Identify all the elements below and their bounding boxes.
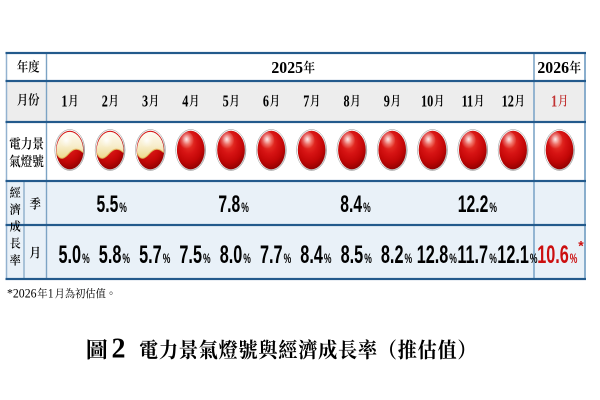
svg-text:8.4: 8.4 bbox=[300, 242, 323, 269]
svg-text:%: % bbox=[241, 200, 249, 215]
svg-text:1: 1 bbox=[61, 91, 67, 110]
svg-text:2: 2 bbox=[112, 334, 126, 365]
svg-text:%: % bbox=[363, 200, 371, 215]
svg-text:5: 5 bbox=[223, 91, 229, 110]
svg-text:%: % bbox=[119, 200, 127, 215]
svg-text:7.8: 7.8 bbox=[218, 191, 240, 218]
svg-text:%: % bbox=[203, 251, 211, 266]
svg-text:11.7: 11.7 bbox=[457, 242, 488, 269]
svg-text:%: % bbox=[163, 251, 171, 266]
svg-text:8.4: 8.4 bbox=[340, 191, 362, 218]
svg-text:5.7: 5.7 bbox=[139, 242, 162, 269]
svg-text:%: % bbox=[364, 251, 372, 266]
svg-text:10: 10 bbox=[421, 91, 433, 110]
svg-text:7.7: 7.7 bbox=[260, 242, 283, 269]
svg-text:2026: 2026 bbox=[537, 58, 569, 77]
svg-text:%: % bbox=[405, 251, 413, 266]
svg-text:%: % bbox=[82, 251, 90, 266]
svg-text:8.2: 8.2 bbox=[381, 242, 404, 269]
svg-text:10.6: 10.6 bbox=[537, 242, 569, 269]
svg-text:11: 11 bbox=[462, 91, 474, 110]
svg-text:8.5: 8.5 bbox=[341, 242, 364, 269]
svg-text:%: % bbox=[284, 251, 292, 266]
svg-text:%: % bbox=[243, 251, 251, 266]
svg-text:1: 1 bbox=[551, 91, 557, 110]
svg-text:*: * bbox=[578, 237, 584, 253]
svg-text:2025: 2025 bbox=[271, 58, 303, 77]
svg-text:%: % bbox=[530, 251, 538, 266]
svg-text:%: % bbox=[324, 251, 332, 266]
svg-text:2: 2 bbox=[102, 91, 108, 110]
svg-text:8: 8 bbox=[344, 91, 350, 110]
svg-text:1: 1 bbox=[48, 287, 53, 301]
svg-text:3: 3 bbox=[142, 91, 148, 110]
svg-text:%: % bbox=[570, 251, 578, 266]
svg-text:12: 12 bbox=[502, 91, 514, 110]
svg-text:*2026: *2026 bbox=[7, 287, 37, 301]
svg-text:8.0: 8.0 bbox=[220, 242, 243, 269]
svg-text:12.1: 12.1 bbox=[497, 242, 529, 269]
svg-text:7: 7 bbox=[303, 91, 309, 110]
svg-text:%: % bbox=[489, 251, 497, 266]
svg-text:5.8: 5.8 bbox=[99, 242, 122, 269]
svg-text:%: % bbox=[122, 251, 130, 266]
svg-text:12.8: 12.8 bbox=[417, 242, 449, 269]
svg-text:5.5: 5.5 bbox=[97, 191, 119, 218]
svg-text:9: 9 bbox=[384, 91, 390, 110]
svg-text:5.0: 5.0 bbox=[59, 242, 82, 269]
svg-text:12.2: 12.2 bbox=[458, 191, 489, 218]
svg-text:%: % bbox=[449, 251, 457, 266]
svg-text:7.5: 7.5 bbox=[179, 242, 202, 269]
svg-text:4: 4 bbox=[182, 91, 188, 110]
svg-text:6: 6 bbox=[263, 91, 269, 110]
svg-text:%: % bbox=[489, 200, 497, 215]
